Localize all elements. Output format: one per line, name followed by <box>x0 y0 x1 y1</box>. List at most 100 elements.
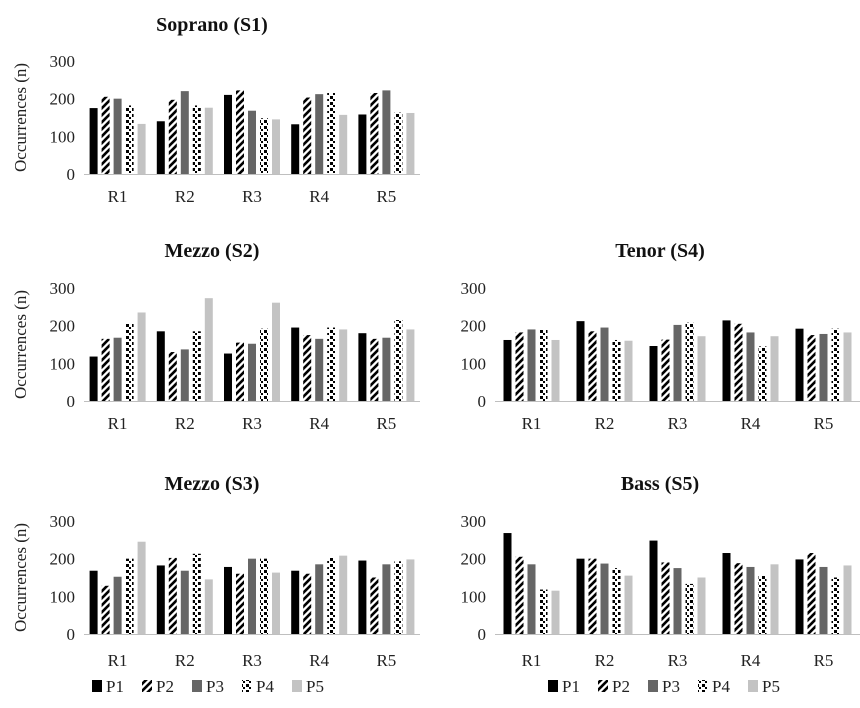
legend-label: P5 <box>762 677 780 696</box>
bar-p5-r2 <box>204 298 213 401</box>
x-category-label: R4 <box>741 414 761 433</box>
legends-layer: P1 P2 P3 P4 P5 P1 P2 P3 P4 P5 <box>92 677 780 696</box>
bar-p4-r1 <box>125 323 134 401</box>
bar-p1-r5 <box>795 559 804 634</box>
bar-p5-r2 <box>624 575 633 634</box>
chart-panel-3: Tenor (S4) 0 100 200 300 R1 R2 R3 R4 R5 <box>461 240 860 433</box>
x-category-label: R3 <box>668 651 688 670</box>
x-category-label: R3 <box>668 414 688 433</box>
bar-p2-r1 <box>101 96 110 174</box>
bar-p4-r3 <box>685 322 694 401</box>
bar-p1-r1 <box>89 108 98 174</box>
bar-p3-r3 <box>673 324 682 401</box>
bar-p3-r2 <box>600 327 609 401</box>
y-tick-label: 100 <box>50 587 76 606</box>
bar-p5-r2 <box>204 579 213 634</box>
bar-p5-r4 <box>339 114 348 174</box>
bar-p5-r3 <box>272 119 280 174</box>
bar-p2-r5 <box>807 553 816 634</box>
legend-swatch-p5 <box>748 680 758 692</box>
y-tick-label: 100 <box>50 127 76 146</box>
bar-p3-r3 <box>248 110 256 174</box>
chart-panel-2: Mezzo (S2) 0 100 200 300 Occurrences (n) R1 R2 R… <box>11 240 420 433</box>
y-tick-label: 0 <box>67 392 76 411</box>
bar-p2-r3 <box>236 342 244 401</box>
x-category-label: R5 <box>376 187 396 206</box>
bar-p3-r2 <box>180 91 189 174</box>
x-category-label: R1 <box>108 651 128 670</box>
bar-p4-r4 <box>758 575 767 634</box>
bar-p2-r2 <box>168 352 177 401</box>
bar-p1-r2 <box>156 121 165 174</box>
bar-p1-r5 <box>358 114 367 174</box>
legend-label: P3 <box>662 677 680 696</box>
bar-p1-r3 <box>224 94 232 174</box>
bar-p3-r3 <box>673 568 682 634</box>
bar-p5-r4 <box>770 564 779 634</box>
bar-p2-r5 <box>370 338 379 401</box>
legend-swatch-p3 <box>648 680 658 692</box>
bar-p2-r4 <box>303 573 312 634</box>
bar-p1-r4 <box>291 570 300 634</box>
bar-p3-r5 <box>382 90 391 174</box>
bar-p2-r4 <box>734 323 743 401</box>
bar-p3-r1 <box>113 576 122 634</box>
y-tick-label: 100 <box>50 354 76 373</box>
bar-p1-r4 <box>722 553 731 634</box>
bar-p2-r5 <box>807 335 816 401</box>
legend-label: P5 <box>306 677 324 696</box>
x-category-label: R5 <box>376 651 396 670</box>
bar-p1-r4 <box>722 320 731 401</box>
bar-p3-r1 <box>527 329 536 401</box>
y-axis-label: Occurrences (n) <box>11 290 30 399</box>
legend-label: P4 <box>256 677 274 696</box>
bar-p4-r2 <box>612 568 621 634</box>
bar-p5-r5 <box>406 329 415 401</box>
x-category-label: R4 <box>309 414 329 433</box>
bar-p5-r2 <box>624 340 633 401</box>
x-category-label: R2 <box>175 414 195 433</box>
bar-p3-r5 <box>819 333 828 401</box>
bar-p5-r1 <box>137 541 146 634</box>
legend-swatch-p2 <box>142 680 152 692</box>
chart-panel-4: Mezzo (S3) 0 100 200 300 Occurrences (n) R1 R2 R… <box>11 473 420 670</box>
bar-p1-r3 <box>224 353 232 401</box>
bar-p3-r5 <box>819 566 828 634</box>
bar-p5-r5 <box>406 112 415 174</box>
bar-p5-r5 <box>843 565 852 634</box>
y-axis-label: Occurrences (n) <box>11 523 30 632</box>
chart-panel-5: Bass (S5) 0 100 200 300 R1 R2 R3 R4 R5 <box>461 473 860 670</box>
legend-swatch-p5 <box>292 680 302 692</box>
x-category-label: R3 <box>242 187 262 206</box>
bar-p2-r3 <box>236 573 244 634</box>
legend-label: P1 <box>106 677 124 696</box>
y-axis-label: Occurrences (n) <box>11 63 30 172</box>
bar-p3-r1 <box>527 564 536 634</box>
x-category-label: R5 <box>376 414 396 433</box>
bar-p1-r1 <box>89 356 98 401</box>
y-tick-label: 300 <box>461 279 487 298</box>
x-category-label: R1 <box>522 414 542 433</box>
bar-p5-r2 <box>204 107 213 174</box>
bar-p5-r3 <box>697 577 706 634</box>
bar-p5-r5 <box>406 559 415 634</box>
y-tick-label: 200 <box>461 317 487 336</box>
chart-title: Tenor (S4) <box>615 240 704 262</box>
bar-p5-r1 <box>551 339 560 401</box>
legend-label: P2 <box>612 677 630 696</box>
y-tick-label: 0 <box>478 392 487 411</box>
x-category-label: R5 <box>814 651 834 670</box>
x-category-label: R2 <box>175 187 195 206</box>
bar-p2-r2 <box>588 331 597 401</box>
x-category-label: R2 <box>175 651 195 670</box>
bar-p1-r5 <box>358 333 367 401</box>
x-category-label: R4 <box>309 651 329 670</box>
legend-label: P3 <box>206 677 224 696</box>
bar-p4-r4 <box>327 327 336 401</box>
y-tick-label: 200 <box>50 550 76 569</box>
x-category-label: R5 <box>814 414 834 433</box>
bar-p3-r5 <box>382 564 391 634</box>
bar-p5-r4 <box>339 329 348 401</box>
x-category-label: R1 <box>522 651 542 670</box>
